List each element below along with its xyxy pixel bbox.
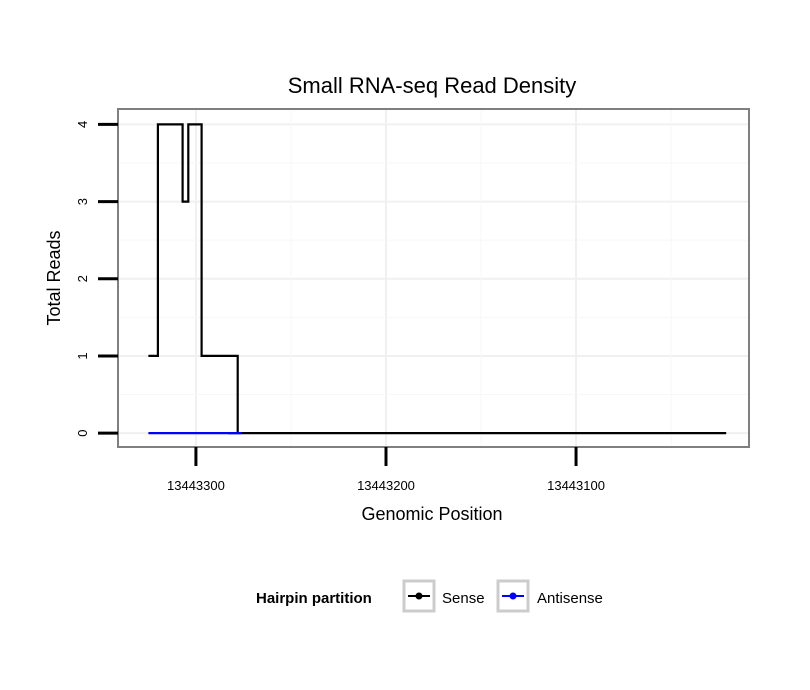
y-tick-label-0: 0 [75,429,90,436]
x-axis-title: Genomic Position [361,504,502,524]
chart-title: Small RNA-seq Read Density [288,73,577,98]
series-layer [148,123,727,435]
y-tick-label-3: 3 [75,198,90,205]
x-tick-label-1: 13443200 [357,478,415,493]
legend-label-sense: Sense [442,590,485,607]
x-axis: 13443300 13443200 13443100 [167,447,605,493]
y-axis-title: Total Reads [44,230,64,325]
legend-key-point-antisense [509,592,517,600]
y-tick-label-2: 2 [75,275,90,282]
series-line-sense [148,123,727,435]
legend-item-antisense: Antisense [496,579,603,613]
x-tick-label-2: 13443100 [547,478,605,493]
y-axis: 0 1 2 3 4 [75,121,118,437]
grid-lines [118,109,749,447]
legend: Hairpin partition Sense Antisense [256,579,603,613]
legend-title: Hairpin partition [256,590,372,607]
legend-key-point-sense [415,592,423,600]
y-tick-label-4: 4 [75,121,90,128]
y-tick-label-1: 1 [75,352,90,359]
legend-item-sense: Sense [402,579,485,613]
legend-label-antisense: Antisense [537,590,603,607]
x-tick-label-0: 13443300 [167,478,225,493]
plot-panel [117,108,750,448]
